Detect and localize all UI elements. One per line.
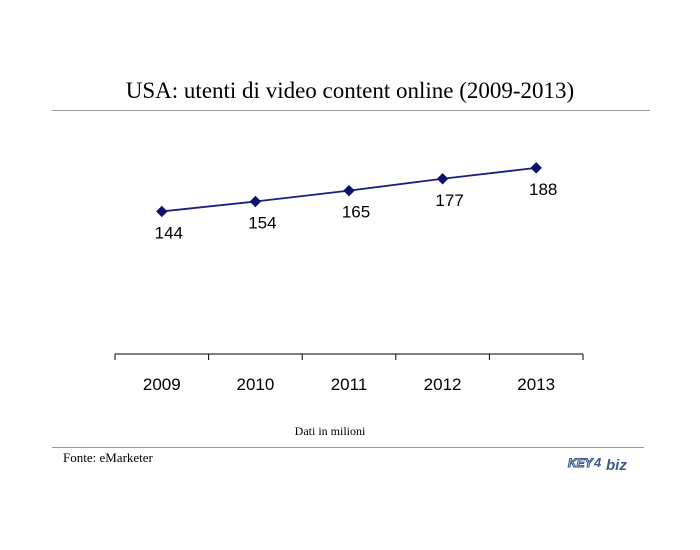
data-label: 177 (435, 191, 463, 210)
x-tick-label: 2013 (517, 375, 555, 394)
data-point (343, 184, 355, 197)
svg-text:biz: biz (606, 457, 627, 474)
x-tick-label: 2009 (143, 375, 181, 394)
data-point (156, 205, 168, 218)
svg-text:4: 4 (593, 455, 602, 470)
svg-text:KEY: KEY (568, 456, 594, 470)
data-label: 154 (248, 214, 276, 233)
footer-divider (52, 447, 644, 448)
data-point (249, 195, 262, 208)
x-tick-label: 2011 (331, 375, 368, 394)
source-label: Fonte: eMarketer (63, 450, 153, 465)
data-point (530, 162, 542, 174)
key4biz-logo: KEY 4 biz (567, 455, 627, 474)
data-label: 165 (342, 203, 370, 222)
units-note: Dati in milioni (294, 424, 366, 438)
x-tick-label: 2010 (236, 375, 274, 394)
data-point (436, 173, 449, 185)
data-label: 144 (155, 223, 183, 242)
chart-title: USA: utenti di video content online (200… (125, 78, 575, 103)
data-label: 188 (529, 180, 557, 199)
title-divider (52, 110, 650, 111)
x-tick-label: 2012 (424, 375, 462, 394)
line-chart: 2009 2010 2011 2012 2013 144 154 165 177 188 (114, 162, 584, 394)
